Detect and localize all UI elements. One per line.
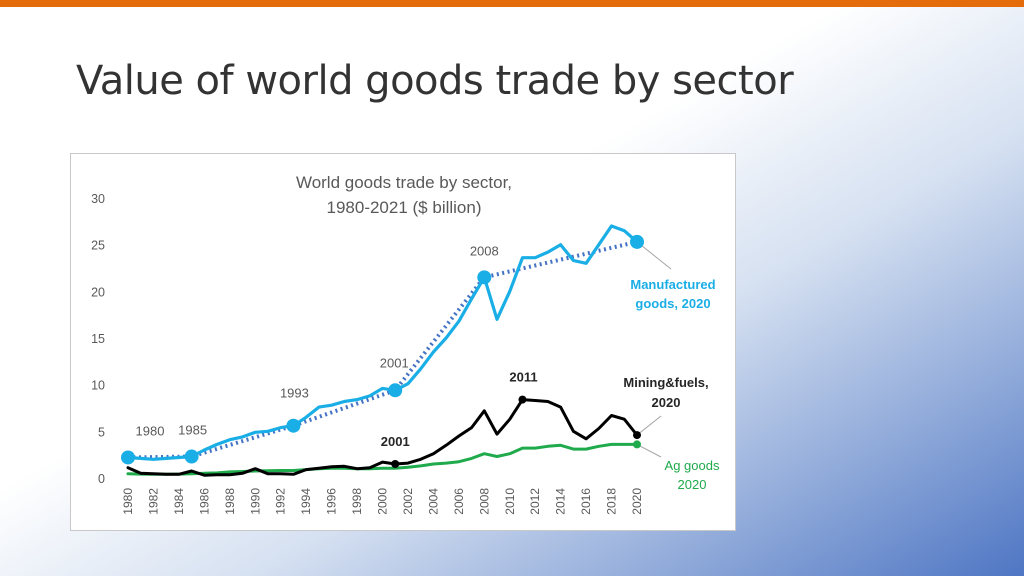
x-tick-label: 1988 bbox=[223, 488, 237, 515]
ag-series-label: 2020 bbox=[678, 477, 707, 492]
x-tick-label: 2008 bbox=[477, 488, 491, 515]
x-tick-label: 1986 bbox=[197, 488, 211, 515]
label-leader-lines bbox=[636, 241, 672, 458]
mining-point-marker bbox=[391, 460, 400, 468]
point-annotations: 1980 1985 1993 2001 2008 2011 2001 bbox=[136, 243, 538, 449]
manufactured-series-label: goods, 2020 bbox=[635, 296, 710, 311]
manufactured-point-marker bbox=[121, 450, 135, 465]
ag-leader-line bbox=[636, 443, 662, 458]
annotation-label: 2011 bbox=[509, 370, 537, 385]
y-tick-label: 10 bbox=[91, 379, 105, 393]
annotation-label: 2001 bbox=[380, 355, 409, 370]
x-tick-label: 1982 bbox=[146, 488, 160, 515]
line-chart: World goods trade by sector, 1980-2021 (… bbox=[91, 173, 720, 515]
manufactured-point-marker bbox=[477, 270, 492, 285]
annotation-label: 2001 bbox=[381, 434, 410, 449]
manufactured-point-marker bbox=[388, 383, 403, 398]
x-tick-label: 2014 bbox=[554, 488, 568, 515]
y-tick-label: 5 bbox=[98, 425, 105, 439]
x-tick-label: 1998 bbox=[350, 488, 364, 515]
series-line-0 bbox=[126, 224, 639, 461]
mining-leader-line bbox=[636, 415, 662, 436]
x-tick-label: 2004 bbox=[426, 488, 440, 515]
x-tick-label: 2018 bbox=[605, 488, 619, 515]
ag-point-marker bbox=[633, 440, 641, 449]
manufactured-point-marker bbox=[630, 234, 644, 249]
mining-point-marker bbox=[518, 395, 527, 404]
y-tick-label: 15 bbox=[91, 332, 105, 346]
series-line-1 bbox=[126, 398, 639, 477]
y-axis: 0 5 10 15 20 25 30 bbox=[91, 192, 105, 486]
annotation-label: 2008 bbox=[470, 243, 499, 258]
x-tick-label: 2000 bbox=[376, 488, 390, 515]
annotation-label: 1980 bbox=[136, 423, 165, 438]
annotation-label: 1985 bbox=[178, 423, 207, 438]
x-tick-label: 2020 bbox=[630, 488, 644, 515]
x-tick-label: 2006 bbox=[452, 488, 466, 515]
annotation-label: 1993 bbox=[280, 386, 309, 401]
x-tick-label: 1996 bbox=[325, 488, 339, 515]
manufactured-point-marker bbox=[286, 418, 301, 433]
y-tick-label: 25 bbox=[91, 239, 105, 253]
mining-series-label: Mining&fuels, bbox=[623, 375, 708, 390]
chart-title-line-1: World goods trade by sector, bbox=[296, 173, 512, 192]
x-tick-label: 2010 bbox=[503, 488, 517, 515]
manufactured-leader-line bbox=[636, 241, 672, 270]
ag-series-label: Ag goods bbox=[665, 458, 720, 473]
series-lines bbox=[126, 224, 639, 477]
series-markers bbox=[121, 234, 644, 468]
y-tick-label: 20 bbox=[91, 285, 105, 299]
slide-title: Value of world goods trade by sector bbox=[76, 58, 794, 104]
chart-title-line-2: 1980-2021 ($ billion) bbox=[327, 198, 482, 217]
chart-frame: World goods trade by sector, 1980-2021 (… bbox=[70, 153, 736, 531]
manufactured-point-marker bbox=[184, 449, 199, 464]
manufactured-series-label: Manufactured bbox=[630, 277, 715, 292]
top-accent-bar bbox=[0, 0, 1024, 7]
x-tick-label: 2012 bbox=[528, 488, 542, 515]
y-tick-label: 0 bbox=[98, 472, 105, 486]
x-axis: 1980 1982 1984 1986 1988 1990 1992 1994 1996 1998… bbox=[121, 488, 644, 515]
x-tick-label: 1992 bbox=[274, 488, 288, 515]
series-labels: Manufactured goods, 2020 Mining&fuels, 2020… bbox=[623, 277, 720, 492]
y-tick-label: 30 bbox=[91, 192, 105, 206]
x-tick-label: 2002 bbox=[401, 488, 415, 515]
x-tick-label: 1994 bbox=[299, 488, 313, 515]
series-line-2 bbox=[126, 442, 639, 476]
x-tick-label: 1980 bbox=[121, 488, 135, 515]
x-tick-label: 1990 bbox=[248, 488, 262, 515]
x-tick-label: 1984 bbox=[172, 488, 186, 515]
x-tick-label: 2016 bbox=[579, 488, 593, 515]
mining-series-label: 2020 bbox=[652, 395, 681, 410]
mining-point-marker bbox=[633, 431, 641, 440]
